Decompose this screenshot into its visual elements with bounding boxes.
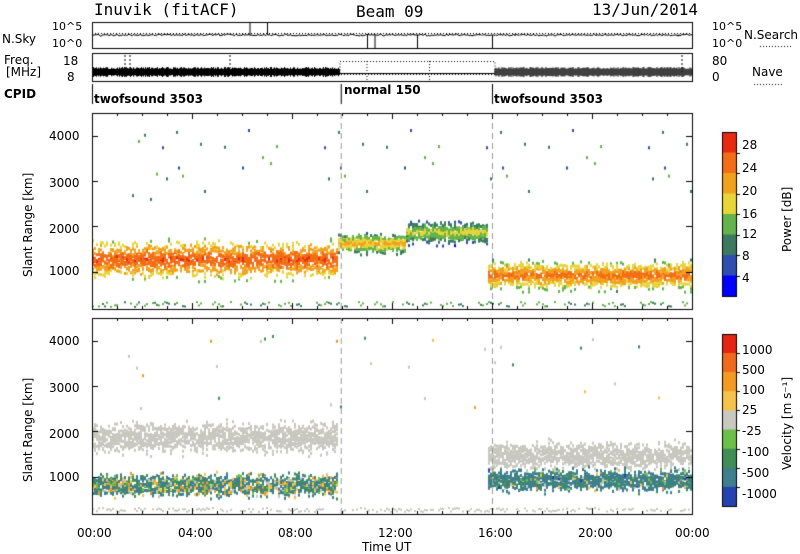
power-ytick-1000: 1000	[49, 264, 80, 278]
cpid-segment-2: normal 150	[344, 83, 421, 97]
velocity-cb-tick-minus100: -100	[742, 445, 770, 459]
power-colorbar-label: Power [dB]	[780, 186, 794, 252]
xtick-0400: 04:00	[178, 526, 213, 540]
cpid-segment-1: twofsound 3503	[94, 92, 203, 106]
nave-ytick-bottom: 0	[712, 70, 720, 84]
date-title: 13/Jun/2014	[592, 0, 698, 19]
search-ytick-bottom: 10^0	[712, 37, 743, 50]
velocity-cb-tick-1000: 1000	[742, 343, 773, 357]
freq-ytick-top: 18	[63, 54, 79, 68]
nave-label: Nave	[752, 65, 783, 79]
power-cb-tick-28: 28	[742, 138, 758, 152]
sky-ytick-top: 10^5	[52, 20, 83, 33]
freq-label: Freq.	[4, 53, 34, 67]
power-cb-tick-24: 24	[742, 161, 758, 175]
velocity-cb-tick-minus25: -25	[742, 424, 762, 438]
cpid-segment-3: twofsound 3503	[494, 92, 603, 106]
velocity-ytick-1000: 1000	[49, 470, 80, 484]
power-cb-tick-12: 12	[742, 227, 758, 241]
power-cb-tick-20: 20	[742, 184, 758, 198]
cpid-label: CPID	[4, 87, 37, 101]
velocity-cb-tick-25: 25	[742, 403, 758, 417]
velocity-ytick-3000: 3000	[49, 381, 80, 395]
velocity-cb-tick-minus1000: -1000	[742, 487, 777, 501]
power-cb-tick-16: 16	[742, 207, 758, 221]
xtick-2000: 20:00	[578, 526, 613, 540]
xtick-1600: 16:00	[478, 526, 513, 540]
freq-ytick-bottom: 8	[67, 70, 75, 84]
power-cb-tick-8: 8	[742, 249, 750, 263]
freq-unit-label: [MHz]	[6, 65, 42, 79]
station-title: Inuvik (fitACF)	[94, 0, 239, 19]
search-ytick-top: 10^5	[712, 20, 743, 33]
power-cb-tick-4: 4	[742, 271, 750, 285]
power-ytick-3000: 3000	[49, 176, 80, 190]
x-axis-label: Time UT	[362, 540, 412, 554]
beam-title: Beam 09	[356, 2, 424, 21]
velocity-colorbar-label: Velocity [m s⁻¹]	[780, 376, 794, 470]
velocity-cb-tick-100: 100	[742, 383, 765, 397]
velocity-ylabel: Slant Range [km]	[21, 377, 35, 482]
sky-ytick-bottom: 10^0	[52, 37, 83, 50]
power-ytick-4000: 4000	[49, 129, 80, 143]
velocity-cb-tick-minus500: -500	[742, 466, 770, 480]
xtick-0800: 08:00	[278, 526, 313, 540]
power-ytick-2000: 2000	[49, 222, 80, 236]
power-ylabel: Slant Range [km]	[21, 172, 35, 277]
n-sky-label: N.Sky	[2, 32, 37, 46]
velocity-cb-tick-500: 500	[742, 363, 765, 377]
velocity-ytick-2000: 2000	[49, 427, 80, 441]
n-search-label: N.Search	[744, 28, 799, 42]
xtick-1200: 12:00	[378, 526, 413, 540]
xtick-2400: 00:00	[675, 526, 710, 540]
velocity-ytick-4000: 4000	[49, 334, 80, 348]
xtick-0000: 00:00	[77, 526, 112, 540]
nave-ytick-top: 80	[712, 54, 728, 68]
